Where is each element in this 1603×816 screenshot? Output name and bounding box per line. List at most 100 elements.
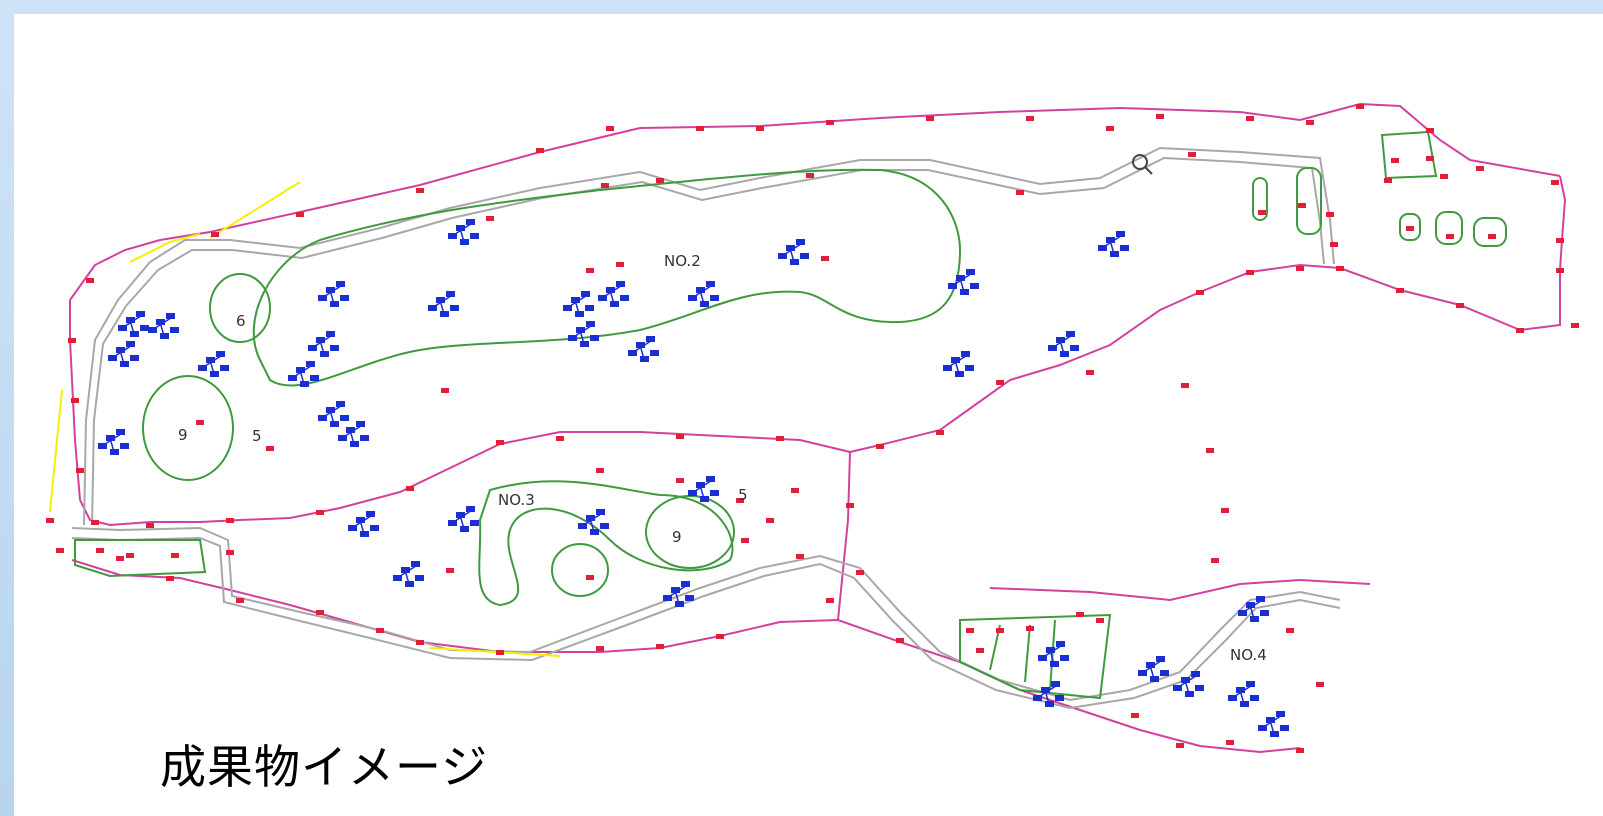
survey-marker-icon bbox=[1391, 158, 1399, 163]
survey-marker-icon bbox=[741, 538, 749, 543]
survey-marker-icon bbox=[716, 634, 724, 639]
boundary-north bbox=[69, 102, 1561, 301]
pond-label-west-5: 5 bbox=[252, 427, 262, 445]
survey-marker-icon bbox=[91, 520, 99, 525]
contour-east-house bbox=[1380, 130, 1438, 180]
survey-marker-icon bbox=[1440, 174, 1448, 179]
boundary-east bbox=[849, 175, 1567, 453]
tree-cluster-icon bbox=[448, 219, 479, 245]
survey-marker-icon bbox=[826, 120, 834, 125]
survey-marker-icon bbox=[736, 498, 744, 503]
survey-marker-icon bbox=[1336, 266, 1344, 271]
tree-cluster-icon bbox=[948, 269, 979, 295]
tree-cluster-icon bbox=[148, 313, 179, 339]
contour-east-a bbox=[1252, 177, 1268, 221]
survey-marker-icon bbox=[556, 436, 564, 441]
survey-marker-icon bbox=[1246, 270, 1254, 275]
boundary-divider bbox=[837, 451, 851, 621]
survey-marker-icon bbox=[1556, 268, 1564, 273]
tree-cluster-icon bbox=[578, 509, 609, 535]
boundary-west bbox=[69, 300, 81, 501]
survey-marker-icon bbox=[586, 268, 594, 273]
survey-marker-icon bbox=[56, 548, 64, 553]
contour-no3-9 bbox=[645, 495, 735, 569]
survey-marker-icon bbox=[1156, 114, 1164, 119]
tree-cluster-icon bbox=[688, 281, 719, 307]
survey-marker-icon bbox=[766, 518, 774, 523]
survey-marker-icon bbox=[316, 610, 324, 615]
survey-marker-icon bbox=[676, 434, 684, 439]
tree-cluster-icon bbox=[428, 291, 459, 317]
tree-cluster-icon bbox=[628, 336, 659, 362]
survey-marker-icon bbox=[1306, 120, 1314, 125]
pond-label-west-6: 6 bbox=[236, 312, 246, 330]
boundary-no4-north bbox=[989, 578, 1371, 602]
survey-marker-icon bbox=[1211, 558, 1219, 563]
tree-cluster-icon bbox=[563, 291, 594, 317]
tree-cluster-icon bbox=[1258, 711, 1289, 737]
survey-marker-icon bbox=[1026, 626, 1034, 631]
survey-marker-icon bbox=[1016, 190, 1024, 195]
survey-marker-icon bbox=[976, 648, 984, 653]
survey-marker-icon bbox=[1298, 203, 1306, 208]
tree-clusters bbox=[98, 219, 1289, 737]
survey-marker-icon bbox=[441, 388, 449, 393]
contour-no4-plots bbox=[959, 613, 1112, 700]
contour-west-6 bbox=[209, 273, 271, 343]
tree-cluster-icon bbox=[348, 511, 379, 537]
survey-marker-icon bbox=[1246, 116, 1254, 121]
survey-marker-icon bbox=[966, 628, 974, 633]
tree-cluster-icon bbox=[108, 341, 139, 367]
survey-marker-icon bbox=[146, 523, 154, 528]
survey-marker-icon bbox=[166, 576, 174, 581]
survey-marker-icon bbox=[416, 188, 424, 193]
contour-no2 bbox=[252, 168, 962, 387]
survey-marker-icon bbox=[791, 488, 799, 493]
contour-lines bbox=[74, 130, 1507, 700]
survey-marker-icon bbox=[846, 503, 854, 508]
tree-cluster-icon bbox=[663, 581, 694, 607]
pond-label-no3-9: 9 bbox=[672, 528, 682, 546]
survey-marker-icon bbox=[1330, 242, 1338, 247]
survey-marker-icon bbox=[536, 148, 544, 153]
survey-marker-icon bbox=[896, 638, 904, 643]
survey-marker-icon bbox=[211, 232, 219, 237]
survey-marker-icon bbox=[926, 116, 934, 121]
survey-marker-icon bbox=[806, 173, 814, 178]
contour-east-b bbox=[1296, 167, 1322, 235]
tree-cluster-icon bbox=[778, 239, 809, 265]
survey-marker-icon bbox=[996, 380, 1004, 385]
survey-marker-icon bbox=[496, 440, 504, 445]
survey-marker-icon bbox=[236, 598, 244, 603]
tree-cluster-icon bbox=[1038, 641, 1069, 667]
contour-no3-5 bbox=[551, 543, 609, 597]
contour-east-e bbox=[1473, 217, 1507, 247]
survey-marker-icon bbox=[1286, 628, 1294, 633]
tree-cluster-icon bbox=[288, 361, 319, 387]
survey-marker-icon bbox=[756, 126, 764, 131]
survey-marker-icon bbox=[776, 436, 784, 441]
survey-marker-icon bbox=[1226, 740, 1234, 745]
survey-marker-icon bbox=[1488, 234, 1496, 239]
pond-label-west-9: 9 bbox=[178, 426, 188, 444]
survey-marker-icon bbox=[1086, 370, 1094, 375]
survey-marker-icon bbox=[171, 553, 179, 558]
survey-marker-icon bbox=[266, 446, 274, 451]
map-labels: NO.2 NO.3 NO.4 9 6 5 9 5 bbox=[178, 252, 1267, 664]
survey-marker-icon bbox=[1096, 618, 1104, 623]
survey-marker-icon bbox=[406, 486, 414, 491]
access-road bbox=[71, 146, 1341, 710]
survey-marker-icon bbox=[656, 178, 664, 183]
tree-cluster-icon bbox=[198, 351, 229, 377]
tree-cluster-icon bbox=[1033, 681, 1064, 707]
survey-marker-icon bbox=[486, 216, 494, 221]
survey-marker-icon bbox=[616, 262, 624, 267]
survey-marker-icon bbox=[676, 478, 684, 483]
contour-sw-box bbox=[74, 539, 207, 578]
survey-marker-icon bbox=[1206, 448, 1214, 453]
tree-cluster-icon bbox=[98, 429, 129, 455]
survey-marker-icon bbox=[996, 628, 1004, 633]
survey-marker-icon bbox=[1426, 128, 1434, 133]
survey-marker-icon bbox=[586, 575, 594, 580]
